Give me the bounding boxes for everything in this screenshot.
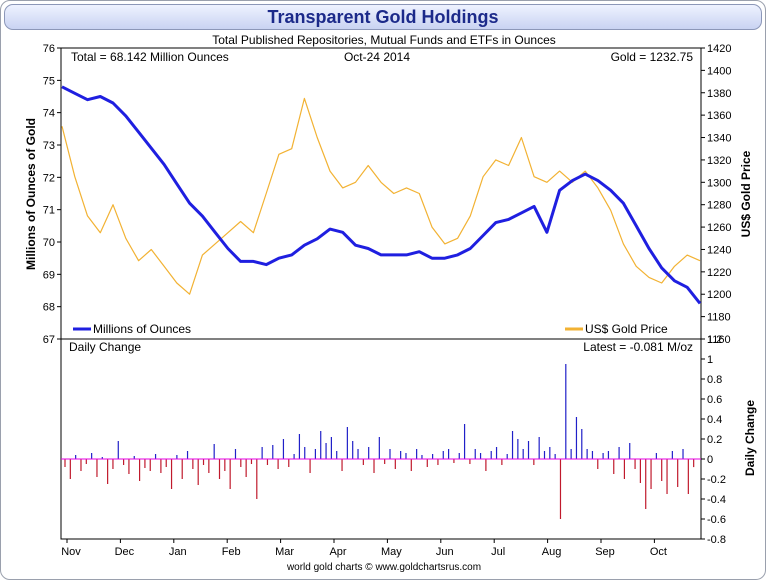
right-axis-tick-label: 1200 bbox=[707, 289, 731, 301]
latest-change-readout: Latest = -0.081 M/oz bbox=[583, 340, 693, 354]
right-axis-tick-label: 1220 bbox=[707, 267, 731, 279]
right-axis-tick-label: 1420 bbox=[707, 43, 731, 55]
right-axis-tick-label: 1160 bbox=[707, 334, 731, 346]
title-bar: Transparent Gold Holdings bbox=[4, 4, 762, 30]
holdings-line bbox=[61, 85, 702, 305]
lower-axis-tick-label: -0.2 bbox=[707, 474, 726, 486]
upper-plot-frame bbox=[60, 47, 702, 340]
x-axis-month-label: Mar bbox=[275, 546, 294, 558]
right-axis-tick-label: 1320 bbox=[707, 155, 731, 167]
x-axis-month-label: May bbox=[381, 546, 402, 558]
left-axis-tick-label: 73 bbox=[43, 140, 55, 152]
lower-axis-tick-label: 0 bbox=[707, 454, 713, 466]
lower-axis-label: Daily Change bbox=[743, 400, 757, 476]
right-axis-tick-label: 1280 bbox=[707, 200, 731, 212]
left-axis-tick-label: 70 bbox=[43, 237, 55, 249]
lower-axis-tick-label: -0.6 bbox=[707, 514, 726, 526]
lower-axis-tick-label: 0.8 bbox=[707, 374, 722, 386]
left-axis-tick-label: 67 bbox=[43, 334, 55, 346]
left-axis-tick-label: 74 bbox=[43, 108, 55, 120]
right-axis-tick-label: 1240 bbox=[707, 244, 731, 256]
lower-axis-tick-label: 1 bbox=[707, 354, 713, 366]
footer-credit: world gold charts © www.goldchartsrus.co… bbox=[286, 562, 482, 573]
x-axis-month-label: Aug bbox=[542, 546, 562, 558]
legend-holdings-label: Millions of Ounces bbox=[93, 322, 191, 336]
x-axis-month-label: Dec bbox=[115, 546, 135, 558]
right-axis-tick-label: 1180 bbox=[707, 312, 731, 324]
lower-axis-tick-label: -0.8 bbox=[707, 534, 726, 546]
x-axis-month-label: Jan bbox=[169, 546, 187, 558]
lower-axis-tick-label: 0.2 bbox=[707, 434, 722, 446]
lower-plot-frame bbox=[60, 338, 702, 540]
x-axis-month-label: Nov bbox=[61, 546, 81, 558]
lower-axis-tick-label: 0.6 bbox=[707, 394, 722, 406]
right-axis-tick-label: 1260 bbox=[707, 222, 731, 234]
left-axis-tick-label: 71 bbox=[43, 205, 55, 217]
left-axis-tick-label: 68 bbox=[43, 302, 55, 314]
x-axis-month-label: Jun bbox=[436, 546, 454, 558]
x-axis-month-label: Apr bbox=[329, 546, 346, 558]
daily-change-title: Daily Change bbox=[69, 340, 141, 354]
chart-subtitle: Total Published Repositories, Mutual Fun… bbox=[212, 33, 556, 47]
x-axis-month-label: Jul bbox=[491, 546, 505, 558]
left-axis-tick-label: 75 bbox=[43, 75, 55, 87]
gold-price-line bbox=[61, 97, 701, 295]
left-axis-label: Millions of Ounces of Gold bbox=[24, 118, 38, 270]
lower-axis-tick-label: -0.4 bbox=[707, 494, 726, 506]
legend-gold-label: US$ Gold Price bbox=[585, 322, 668, 336]
left-axis-tick-label: 69 bbox=[43, 269, 55, 281]
left-axis-tick-label: 72 bbox=[43, 172, 55, 184]
right-axis-label: US$ Gold Price bbox=[739, 150, 753, 237]
right-axis-tick-label: 1300 bbox=[707, 177, 731, 189]
x-axis-month-label: Feb bbox=[222, 546, 241, 558]
lower-axis-tick-label: 0.4 bbox=[707, 414, 722, 426]
total-holdings-readout: Total = 68.142 Million Ounces bbox=[71, 50, 229, 64]
right-axis-tick-label: 1340 bbox=[707, 133, 731, 145]
chart-title: Transparent Gold Holdings bbox=[267, 7, 499, 27]
left-axis-tick-label: 76 bbox=[43, 43, 55, 55]
date-readout: Oct-24 2014 bbox=[344, 50, 410, 64]
x-axis-month-label: Sep bbox=[595, 546, 615, 558]
right-axis-tick-label: 1380 bbox=[707, 88, 731, 100]
right-axis-tick-label: 1400 bbox=[707, 65, 731, 77]
gold-price-readout: Gold = 1232.75 bbox=[611, 50, 694, 64]
right-axis-tick-label: 1360 bbox=[707, 110, 731, 122]
x-axis-month-label: Oct bbox=[650, 546, 667, 558]
lower-axis-tick-label: 1.2 bbox=[707, 334, 722, 346]
